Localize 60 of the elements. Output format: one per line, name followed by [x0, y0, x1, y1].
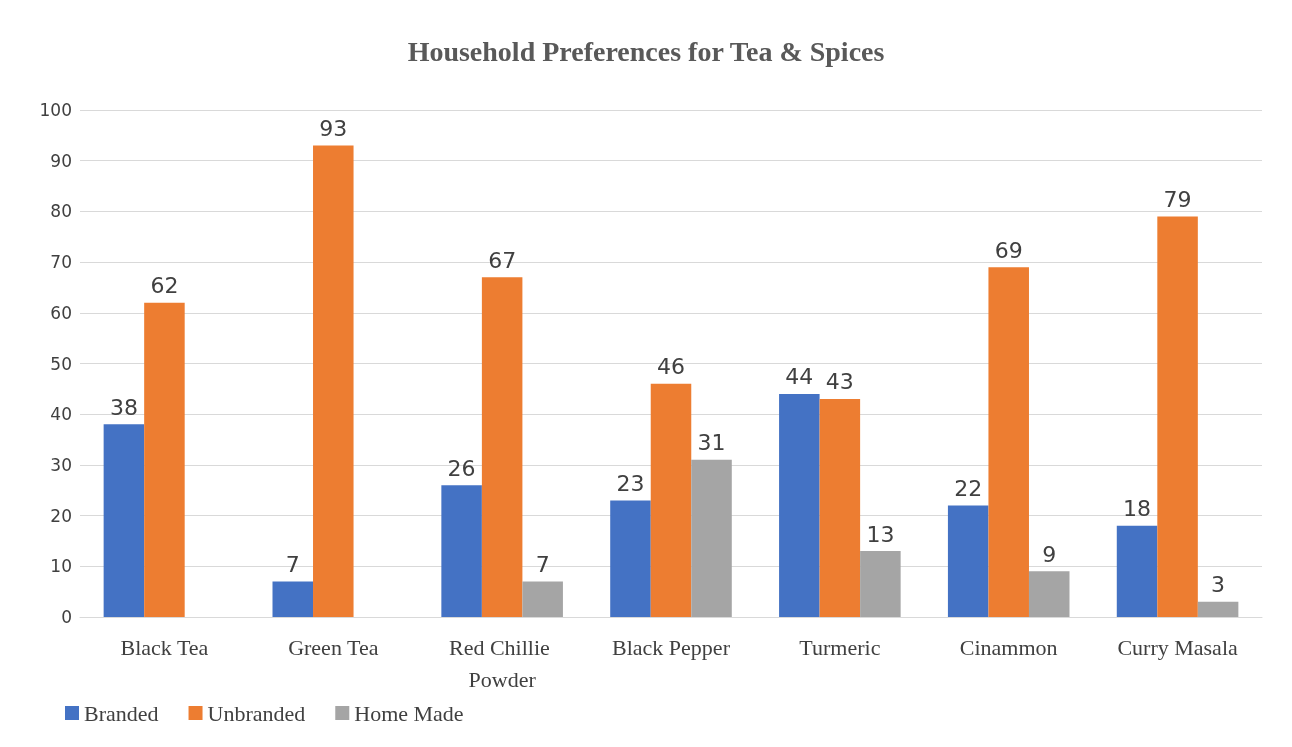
data-label: 9: [1042, 541, 1057, 567]
x-tick-label: Cinammon: [959, 634, 1058, 660]
bar: [947, 505, 989, 617]
bar: [610, 500, 651, 617]
data-label: 43: [825, 369, 854, 395]
data-label: 31: [697, 430, 726, 456]
legend-label: Home Made: [354, 700, 464, 726]
y-tick-label: 70: [50, 252, 72, 273]
bar: [103, 424, 145, 617]
y-tick-label: 40: [50, 404, 72, 425]
data-label: 7: [285, 552, 300, 578]
data-label: 22: [954, 475, 983, 501]
x-tick-label: Green Tea: [288, 634, 379, 660]
data-label: 62: [150, 273, 179, 299]
x-tick-label: Turmeric: [799, 634, 881, 660]
y-tick-label: 0: [61, 607, 72, 627]
bar: [144, 302, 185, 617]
data-label: 13: [866, 521, 895, 547]
bar: [1116, 525, 1158, 617]
legend-label: Branded: [84, 700, 159, 726]
data-label: 3: [1211, 572, 1226, 598]
y-tick-label: 50: [50, 353, 72, 374]
data-label: 7: [535, 552, 550, 578]
bar: [1028, 571, 1070, 617]
data-label: 23: [616, 470, 645, 496]
bar: [691, 459, 732, 617]
bar: [1157, 216, 1198, 617]
x-tick-label: Curry Masala: [1117, 634, 1238, 660]
data-label: 69: [994, 237, 1023, 263]
x-tick-label: Black Tea: [120, 634, 209, 660]
data-label: 46: [657, 354, 685, 380]
data-label: 44: [785, 364, 814, 390]
bar: [481, 277, 523, 617]
bar: [272, 581, 314, 617]
data-label: 18: [1123, 496, 1152, 522]
bar: [779, 393, 820, 617]
y-tick-label: 90: [50, 150, 72, 171]
data-label: 67: [488, 247, 517, 273]
data-label: 93: [319, 115, 348, 141]
legend-label: Unbranded: [207, 700, 306, 726]
y-tick-label: 30: [50, 454, 72, 475]
bar: [860, 551, 901, 617]
y-tick-label: 10: [50, 556, 72, 577]
bar: [650, 383, 692, 617]
data-label: 38: [109, 394, 138, 420]
bar: [313, 145, 354, 617]
y-tick-label: 20: [50, 505, 72, 526]
y-tick-label: 80: [50, 201, 72, 222]
bar: [522, 581, 563, 617]
y-tick-label: 100: [39, 100, 72, 120]
x-tick-label: Red Chillie Powder: [448, 634, 556, 692]
data-label: 26: [447, 455, 476, 481]
bar: [988, 267, 1029, 617]
bar: [819, 398, 861, 617]
bar: [1197, 601, 1239, 617]
bar: [441, 485, 482, 617]
y-tick-label: 60: [50, 302, 72, 323]
x-tick-label: Black Pepper: [612, 634, 731, 660]
data-label: 79: [1163, 186, 1192, 212]
chart-title: Household Preferences for Tea & Spices: [407, 35, 885, 67]
